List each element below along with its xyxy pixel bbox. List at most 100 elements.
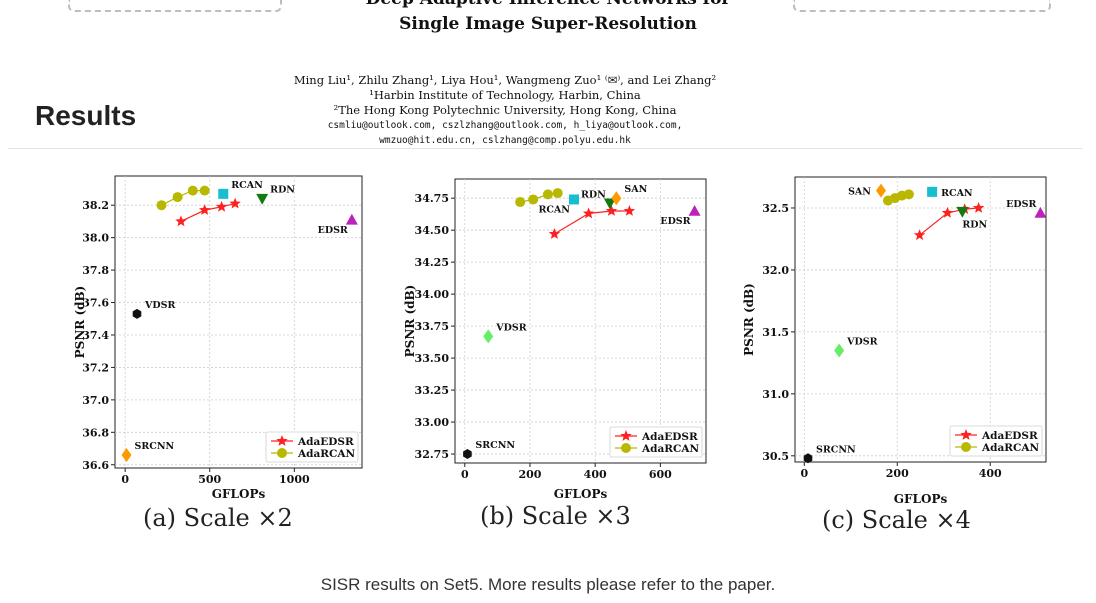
plot-b-series-point xyxy=(623,205,636,216)
plot-b-series-point xyxy=(605,205,618,216)
plot-b-xtick-label: 200 xyxy=(518,468,541,481)
plot-c-frame xyxy=(794,176,1047,463)
plot-b-series-point xyxy=(515,197,526,208)
plot-b-frame xyxy=(454,178,707,464)
plot-a-legend-marker xyxy=(276,435,288,446)
plot-b-legend-label: AdaRCAN xyxy=(641,443,700,455)
plot-b-label-rcan: RCAN xyxy=(538,204,570,215)
plot-b-legend xyxy=(609,426,703,458)
plot-a-label-rdn: RDN xyxy=(270,185,295,196)
plot-a-ytick-label: 37.2 xyxy=(82,361,109,374)
plot-c-legend-marker xyxy=(961,442,971,452)
plot-c-xtick-label: 200 xyxy=(886,467,909,480)
plot-a-point-rcan xyxy=(218,188,229,199)
plot-a-xtick-label: 1000 xyxy=(279,473,310,486)
plot-b-series-line xyxy=(554,210,630,235)
plot-b-xlabel: GFLOPs xyxy=(554,487,608,501)
subplot-caption-c: (c) Scale ×4 xyxy=(822,506,971,534)
plot-a-frame xyxy=(114,175,363,469)
plot-b-xtick-label: 0 xyxy=(461,468,469,481)
plot-c-label-edsr: EDSR xyxy=(1006,199,1036,210)
plot-a-point-edsr xyxy=(345,213,358,225)
plot-b-legend-marker xyxy=(620,430,632,441)
plot-b-label-rdn: RDN xyxy=(581,189,606,200)
plot-b-series-point xyxy=(548,228,561,239)
paper-emails-line2: wmzuo@hit.edu.cn, cslzhang@comp.polyu.ed… xyxy=(379,135,631,146)
plot-b-point-san xyxy=(611,191,622,206)
plot-b-series-point xyxy=(582,207,595,219)
section-divider xyxy=(8,148,1082,149)
plot-c-ytick-label: 32.5 xyxy=(762,202,789,215)
plot-a-series-point xyxy=(187,185,198,196)
plot-a-legend-label: AdaEDSR xyxy=(297,436,354,448)
plot-b-xtick-label: 600 xyxy=(649,468,672,481)
plot-b-ytick-label: 34.50 xyxy=(415,224,450,237)
paper-affiliation-2: ²The Hong Kong Polytechnic University, H… xyxy=(333,103,677,117)
plot-c-xtick-label: 0 xyxy=(800,467,808,480)
partial-figure-left xyxy=(68,0,282,12)
plot-a-series-point xyxy=(156,200,167,211)
plot-c-series-point xyxy=(972,202,985,213)
plot-b-ylabel: PSNR (dB) xyxy=(403,285,417,358)
plot-c-point-edsr xyxy=(1034,206,1047,218)
plot-b-xtick-label: 400 xyxy=(584,468,607,481)
plot-c-xtick-label: 400 xyxy=(979,467,1002,480)
plot-b-ytick-label: 33.25 xyxy=(415,384,449,397)
plot-c-series-point xyxy=(941,206,954,218)
plot-b-label-san: SAN xyxy=(624,184,647,195)
plot-a-series-point xyxy=(215,200,228,212)
plot-c-legend-label: AdaEDSR xyxy=(981,430,1038,442)
plot-b-series-point xyxy=(528,194,539,205)
paper-affiliation-1: ¹Harbin Institute of Technology, Harbin,… xyxy=(369,88,641,102)
paper-title-line2: Single Image Super-Resolution xyxy=(399,14,697,34)
plot-a-ytick-label: 37.0 xyxy=(82,394,109,407)
plot-c-series-point xyxy=(913,229,926,241)
plot-b-ytick-label: 34.25 xyxy=(415,256,449,269)
plot-c-point-vdsr xyxy=(834,343,845,358)
plot-c-legend-label: AdaRCAN xyxy=(981,442,1040,454)
plot-c-point-rcan xyxy=(927,186,938,197)
plot-c-point-srcnn xyxy=(803,453,813,464)
plot-c-point-san xyxy=(875,183,886,198)
plot-a-legend-label: AdaRCAN xyxy=(297,448,356,460)
plot-a-series-point xyxy=(199,204,211,215)
plot-b-point-srcnn xyxy=(463,449,472,459)
plot-a-point-vdsr xyxy=(132,308,142,319)
plot-b-legend-marker xyxy=(621,443,631,453)
plot-c-series-point xyxy=(903,189,914,200)
paper-title-line1: Deep Adaptive Inference Networks for xyxy=(0,0,1096,9)
plot-b-ytick-label: 34.00 xyxy=(415,288,450,301)
paper-authors: Ming Liu¹, Zhilu Zhang¹, Liya Hou¹, Wang… xyxy=(293,73,717,87)
plot-c-label-srcnn: SRCNN xyxy=(816,444,856,455)
plot-a-legend xyxy=(265,431,359,463)
plot-a-ytick-label: 36.6 xyxy=(82,459,109,472)
plot-c-label-rdn: RDN xyxy=(962,220,987,231)
plot-b-label-srcnn: SRCNN xyxy=(475,440,515,451)
plot-a-xlabel: GFLOPs xyxy=(212,487,266,501)
plot-c-xlabel: GFLOPs xyxy=(894,492,948,506)
plot-a-point-srcnn xyxy=(121,448,132,463)
section-title-results: Results xyxy=(35,100,137,131)
paper-emails-line1: csmliu@outlook.com, cszlzhang@outlook.co… xyxy=(327,120,683,131)
plot-a-xtick-label: 500 xyxy=(198,473,221,486)
plot-a-series-point xyxy=(172,192,183,203)
plot-c-ytick-label: 31.5 xyxy=(762,326,789,339)
plot-a-ytick-label: 36.8 xyxy=(82,426,109,439)
plot-b-point-rcan xyxy=(568,194,579,205)
plot-c-ytick-label: 31.0 xyxy=(762,388,789,401)
plot-a-series-point xyxy=(175,215,187,227)
subplot-caption-b: (b) Scale ×3 xyxy=(480,502,631,530)
plot-a-label-rcan: RCAN xyxy=(231,180,263,191)
plot-c-point-rdn xyxy=(956,206,969,218)
plot-b-label-vdsr: VDSR xyxy=(495,322,526,333)
plot-c-legend-marker xyxy=(960,429,972,440)
plot-a-label-vdsr: VDSR xyxy=(144,300,175,311)
plot-a-ytick-label: 37.4 xyxy=(82,329,109,342)
figure-caption: SISR results on Set5. More results pleas… xyxy=(320,575,776,594)
plot-a-ylabel: PSNR (dB) xyxy=(73,286,87,359)
plot-a-series-line xyxy=(161,190,205,206)
plot-a-ytick-label: 38.2 xyxy=(82,199,109,212)
plot-b-series-point xyxy=(552,188,563,199)
plot-a-ytick-label: 37.8 xyxy=(82,264,109,277)
plot-a-legend-marker xyxy=(277,448,287,458)
